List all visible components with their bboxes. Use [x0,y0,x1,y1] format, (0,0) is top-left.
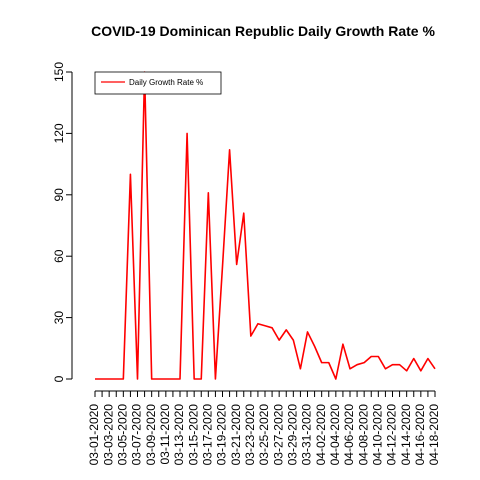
x-tick-label: 04-02-2020 [314,404,328,466]
x-tick-label: 04-10-2020 [371,404,385,466]
y-tick-label: 60 [52,249,66,263]
y-tick-label: 90 [52,188,66,202]
y-tick-label: 0 [52,375,66,382]
x-tick-label: 03-17-2020 [201,404,215,466]
legend-box [94,71,222,95]
legend: Daily Growth Rate % [94,71,222,95]
y-axis: 0 30 60 90 120 150 [52,62,73,382]
series-line-0 [95,71,436,380]
x-axis: 03-01-2020 03-03-2020 03-05-2020 03-07-2020… [87,390,441,466]
y-tick-label: 150 [52,62,66,82]
x-tick-label: 04-14-2020 [399,404,413,466]
x-tick-label: 03-31-2020 [300,404,314,466]
x-tick-label: 04-04-2020 [328,404,342,466]
x-tick-label: 03-05-2020 [116,404,130,466]
x-tick-label: 04-18-2020 [427,404,441,466]
x-tick-label: 04-12-2020 [385,404,399,466]
x-tick-label: 04-16-2020 [413,404,427,466]
x-tick-label: 03-11-2020 [158,404,172,465]
x-tick-label: 03-25-2020 [257,404,271,466]
y-tick-label: 30 [52,311,66,325]
x-tick-label: 03-13-2020 [172,404,186,466]
x-tick-label: 03-21-2020 [229,404,243,466]
chart-title: COVID-19 Dominican Republic Daily Growth… [91,23,435,39]
series-layer [95,71,436,380]
y-tick-label: 120 [52,123,66,143]
x-tick-label: 03-27-2020 [271,404,285,466]
x-tick-label: 04-06-2020 [342,404,356,466]
x-tick-label: 03-09-2020 [144,404,158,466]
x-tick-label: 03-07-2020 [130,404,144,466]
legend-label: Daily Growth Rate % [129,78,203,87]
x-tick-label: 03-19-2020 [215,404,229,466]
x-tick-label: 04-08-2020 [356,404,370,466]
x-tick-label: 03-23-2020 [243,404,257,466]
x-tick-label: 03-29-2020 [286,404,300,466]
x-tick-label: 03-15-2020 [186,404,200,466]
x-tick-label: 03-01-2020 [87,404,101,466]
x-tick-label: 03-03-2020 [101,404,115,466]
